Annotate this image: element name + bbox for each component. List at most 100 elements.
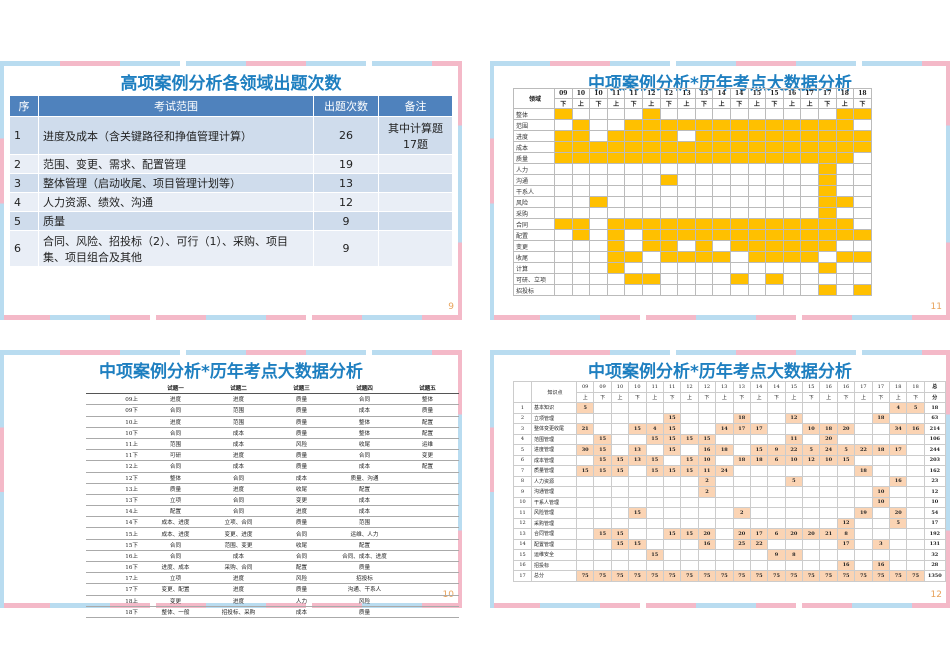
half-header: 上 — [715, 391, 734, 403]
grid-cell — [729, 240, 749, 252]
score-cell — [680, 507, 699, 519]
score-cell — [662, 517, 682, 529]
score-cell — [715, 538, 734, 550]
table-cell: 合同 — [144, 460, 207, 473]
score-cell: 21 — [819, 528, 838, 540]
table-cell: 18下 — [86, 606, 144, 618]
grid-cell — [800, 251, 819, 263]
score-cell: 5 — [784, 475, 804, 487]
row-total: 12 — [923, 486, 946, 498]
table-row: 6 合同、风险、招投标（2）、可行（1）、采购、项目集、项目组合及其他 9 — [9, 230, 453, 267]
score-cell: 10 — [802, 423, 821, 435]
score-cell: 16 — [836, 559, 856, 571]
domain-row: 质量 — [513, 152, 872, 164]
score-cell: 17 — [749, 423, 769, 435]
half-header: 上 — [782, 98, 802, 109]
grid-cell — [800, 130, 819, 142]
grid-cell — [554, 163, 573, 175]
score-cell — [836, 412, 856, 424]
grid-cell — [800, 284, 819, 296]
grid-cell — [853, 251, 872, 263]
grid-cell — [765, 218, 784, 230]
score-cell: 5 — [836, 444, 856, 456]
row-scope: 进度及成本（含关键路径和挣值管理计算） — [38, 116, 314, 155]
table-cell: 17下 — [86, 583, 144, 596]
score-cell: 12 — [784, 412, 804, 424]
score-cell — [889, 528, 908, 540]
table-row: 17下 变更、配置 进度 质量 沟通、干系人 — [86, 583, 459, 596]
score-cell — [732, 465, 751, 477]
score-cell — [784, 507, 804, 519]
grid-cell — [677, 185, 696, 197]
table-row: 13上 质量 进度 收尾 配置 — [86, 483, 459, 495]
domain-row: 可研、立项 — [513, 273, 872, 285]
score-cell: 18 — [732, 454, 751, 466]
score-cell: 17 — [889, 444, 908, 456]
grid-cell — [571, 240, 591, 252]
table-cell: 进度 — [207, 583, 270, 596]
grid-cell — [712, 141, 731, 153]
domain-label: 配置 — [513, 229, 555, 241]
grid-cell — [747, 262, 767, 274]
score-cell — [836, 475, 856, 487]
grid-cell — [817, 152, 837, 164]
half-header: 下 — [836, 391, 856, 403]
table-cell — [396, 527, 459, 540]
half-header: 上 — [677, 98, 696, 109]
half-header: 下 — [662, 391, 682, 403]
grid-cell — [782, 218, 802, 230]
table-cell: 立项 — [144, 494, 207, 507]
half-header: 上 — [712, 98, 731, 109]
table-cell — [396, 561, 459, 574]
score-cell — [662, 454, 682, 466]
domain-label: 成本 — [513, 141, 555, 153]
grid-cell — [641, 273, 661, 285]
table-row: 18下 整体、一般 招投标、采购 成本 质量 — [86, 606, 459, 618]
table-row: 1 基本知识 5 4 5 18 — [513, 402, 946, 414]
grid-cell — [835, 251, 855, 263]
table-cell: 合同 — [270, 527, 333, 540]
score-cell — [784, 465, 804, 477]
table-cell: 成本 — [207, 438, 270, 451]
score-cell: 12 — [836, 517, 856, 529]
score-cell: 15 — [645, 549, 664, 561]
score-cell — [715, 517, 734, 529]
table-row: 10 干系人管理 10 10 — [513, 496, 946, 508]
table-row: 6 成本管理 15 15 13 15 15 10 18 18 6 10 12 10 15 203 — [513, 454, 946, 466]
grid-cell — [624, 262, 643, 274]
score-cell — [662, 402, 682, 414]
table-cell: 质量 — [270, 516, 333, 529]
grid-cell — [747, 240, 767, 252]
score-cell — [889, 496, 908, 508]
grid-cell — [641, 141, 661, 153]
grid-cell — [817, 130, 837, 142]
grid-cell — [694, 229, 714, 241]
grid-cell — [554, 240, 573, 252]
table-cell: 质量 — [396, 404, 459, 417]
score-cell: 75 — [836, 570, 856, 582]
table-cell: 变更、配置 — [144, 583, 207, 596]
score-cell — [715, 486, 734, 498]
grid-cell — [817, 262, 837, 274]
score-cell: 75 — [610, 570, 630, 582]
year-header: 15 — [747, 88, 767, 99]
grid-cell — [782, 130, 802, 142]
score-cell: 25 — [732, 538, 751, 550]
score-cell: 16 — [889, 475, 908, 487]
row-index: 6 — [513, 454, 532, 466]
grid-cell — [554, 141, 573, 153]
grid-cell — [589, 273, 608, 285]
table-row: 2 范围、变更、需求、配置管理 19 — [9, 154, 453, 174]
half-header: 下 — [659, 98, 679, 109]
grid-cell — [747, 207, 767, 219]
grid-cell — [747, 229, 767, 241]
half-header: 下 — [694, 98, 714, 109]
score-cell — [854, 433, 873, 445]
score-cell — [575, 528, 595, 540]
year-header: 09 — [575, 381, 595, 393]
domain-row: 人力 — [513, 163, 872, 175]
score-cell: 5 — [906, 402, 925, 414]
half-header: 下 — [729, 98, 749, 109]
score-cell — [802, 465, 821, 477]
score-cell — [906, 465, 925, 477]
